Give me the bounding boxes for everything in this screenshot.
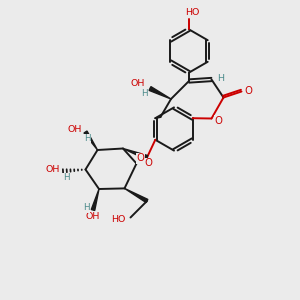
- Polygon shape: [91, 189, 99, 211]
- Text: H: H: [217, 74, 224, 82]
- Text: HO: HO: [111, 214, 125, 224]
- Text: OH: OH: [86, 212, 100, 221]
- Text: O: O: [244, 86, 252, 97]
- Text: OH: OH: [68, 125, 82, 134]
- Text: OH: OH: [45, 165, 60, 174]
- Text: O: O: [136, 153, 144, 163]
- Text: H: H: [63, 173, 69, 182]
- Polygon shape: [124, 188, 148, 203]
- Text: H: H: [84, 134, 90, 143]
- Text: H: H: [83, 203, 90, 212]
- Text: OH: OH: [130, 79, 145, 88]
- Polygon shape: [123, 148, 148, 160]
- Polygon shape: [149, 87, 171, 99]
- Text: H: H: [141, 89, 148, 98]
- Polygon shape: [84, 131, 98, 150]
- Text: O: O: [214, 116, 222, 126]
- Text: O: O: [144, 158, 152, 169]
- Text: HO: HO: [185, 8, 200, 17]
